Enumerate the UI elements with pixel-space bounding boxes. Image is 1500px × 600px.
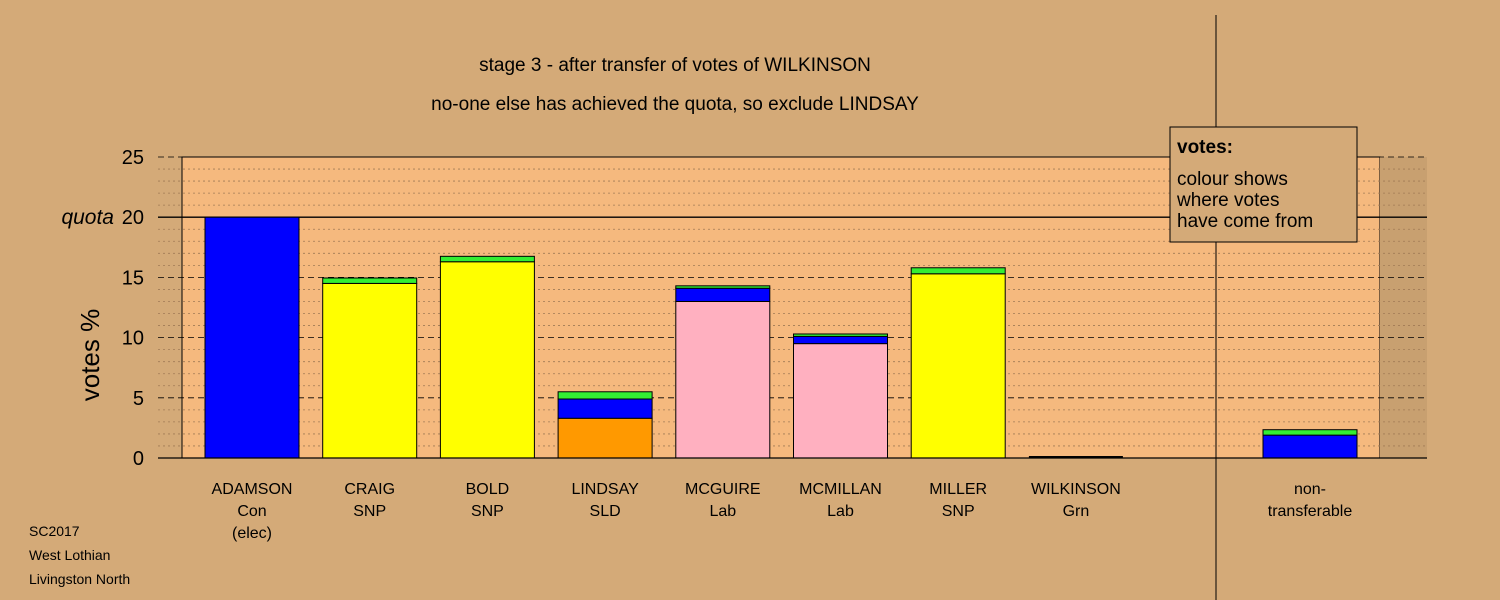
x-label-adamson-1: Con: [237, 503, 266, 520]
x-label-craig-1: SNP: [353, 503, 386, 520]
footer-line-1: SC2017: [29, 523, 80, 539]
x-label-mcmillan-1: Lab: [827, 503, 854, 520]
bars: [204, 216, 1358, 459]
x-label-miller-0: MILLER: [929, 481, 987, 498]
x-label-mcguire-0: MCGUIRE: [685, 481, 761, 498]
footer: SC2017 West Lothian Livingston North: [29, 523, 130, 587]
chart-subtitle: no-one else has achieved the quota, so e…: [431, 94, 919, 115]
x-label-wilkinson-1: Grn: [1063, 503, 1090, 520]
x-label-wilkinson-0: WILKINSON: [1031, 481, 1121, 498]
y-tick-label: 25: [122, 147, 144, 169]
y-tick-label: 15: [122, 267, 144, 289]
x-label-adamson-2: (elec): [232, 525, 272, 542]
footer-line-3: Livingston North: [29, 571, 130, 587]
chart-title: stage 3 - after transfer of votes of WIL…: [479, 55, 871, 76]
bar-lindsay-segment-grn: [557, 391, 653, 400]
bar-mcmillan-segment-con: [793, 335, 888, 345]
x-label-miller-1: SNP: [942, 503, 975, 520]
bar-craig-segment-grn: [322, 277, 418, 284]
legend-line-3: have come from: [1177, 211, 1313, 232]
bar-miller-segment-snp: [910, 273, 1006, 459]
quota-label: quota: [61, 206, 114, 229]
x-label-nontransferable-0: non-: [1294, 481, 1326, 498]
x-axis-labels: ADAMSON Con (elec) CRAIG SNP BOLD SNP LINDSAY SL…: [212, 481, 1353, 542]
bar-mcmillan-segment-lab: [793, 343, 888, 459]
bar-mcguire-segment-con: [675, 287, 771, 302]
x-label-mcguire-1: Lab: [709, 503, 736, 520]
y-tick-label: 20: [122, 207, 144, 229]
x-label-mcmillan-0: MCMILLAN: [799, 481, 882, 498]
y-axis: 0 5 10 15 20 25: [122, 147, 144, 470]
bar-bold-segment-grn: [439, 255, 535, 263]
x-label-lindsay-0: LINDSAY: [571, 481, 639, 498]
x-label-adamson-0: ADAMSON: [212, 481, 293, 498]
bar-mcguire-segment-grn: [675, 285, 771, 289]
legend-line-1: colour shows: [1177, 169, 1288, 190]
bar-craig-segment-snp: [322, 282, 418, 459]
bar-mcguire-segment-lab: [675, 300, 771, 459]
bar-miller-segment-grn: [910, 267, 1006, 275]
x-label-bold-0: BOLD: [466, 481, 510, 498]
bar-lindsay-segment-sld: [557, 417, 653, 459]
x-label-nontransferable-1: transferable: [1268, 503, 1353, 520]
bar-nontransferable-segment-grn: [1262, 429, 1358, 436]
footer-line-2: West Lothian: [29, 547, 110, 563]
bar-nontransferable-segment-con: [1262, 434, 1358, 459]
y-tick-label: 5: [133, 388, 144, 410]
legend-box: votes: colour shows where votes have com…: [1169, 126, 1358, 243]
y-axis-label: votes %: [75, 309, 105, 402]
y-tick-label: 10: [122, 328, 144, 350]
bar-lindsay-segment-con: [557, 398, 653, 419]
x-label-craig-0: CRAIG: [344, 481, 395, 498]
nontransferable-shade: [1380, 157, 1427, 458]
legend-line-2: where votes: [1176, 190, 1279, 211]
bar-mcmillan-segment-grn: [793, 333, 888, 337]
bar-bold-segment-snp: [439, 261, 535, 459]
bar-adamson-segment-con: [204, 216, 300, 459]
x-label-lindsay-1: SLD: [590, 503, 621, 520]
x-label-bold-1: SNP: [471, 503, 504, 520]
y-tick-label: 0: [133, 448, 144, 470]
legend-heading: votes:: [1177, 137, 1233, 158]
